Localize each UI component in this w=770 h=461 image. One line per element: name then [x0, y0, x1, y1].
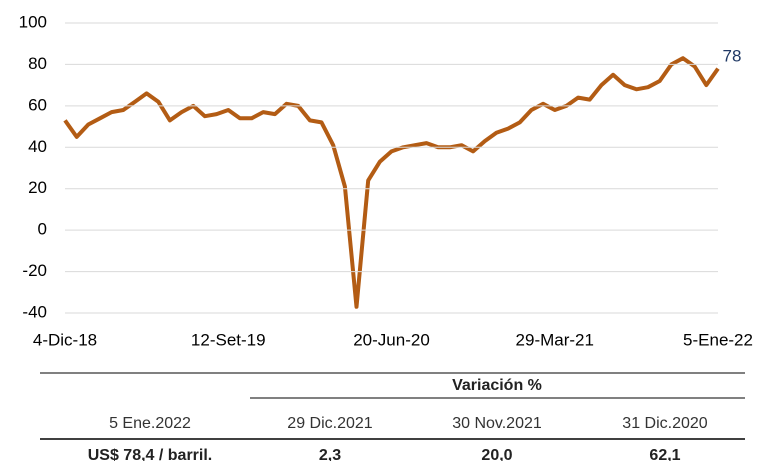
- table-header: 29 Dic.2021: [287, 415, 372, 432]
- table-cell: 20,0: [481, 447, 512, 461]
- table-header: 31 Dic.2020: [622, 415, 707, 432]
- y-tick-label: 80: [28, 54, 47, 73]
- line: [63, 56, 720, 309]
- table-header: 5 Ene.2022: [109, 415, 191, 432]
- x-tick-label: 20-Jun-20: [353, 330, 430, 349]
- y-tick-label: 60: [28, 95, 47, 114]
- x-tick-label: 29-Mar-21: [516, 330, 594, 349]
- annotation: 78: [723, 46, 742, 65]
- x-tick-label: 5-Ene-22: [683, 330, 753, 349]
- table-cell: 62,1: [649, 447, 680, 461]
- x-tick-label: 12-Set-19: [191, 330, 266, 349]
- table-header: 30 Nov.2021: [452, 415, 542, 432]
- y-tick-label: 0: [38, 220, 47, 239]
- group-header: Variación %: [452, 377, 542, 394]
- y-tick-label: 100: [19, 12, 47, 31]
- y-tick-label: 40: [28, 137, 47, 156]
- y-tick-label: -20: [22, 261, 47, 280]
- table-cell: 2,3: [319, 447, 341, 461]
- table-cell: US$ 78,4 / barril.: [88, 447, 213, 461]
- x-tick-label: 4-Dic-18: [33, 330, 97, 349]
- y-tick-label: 20: [28, 178, 47, 197]
- y-tick-label: -40: [22, 302, 47, 321]
